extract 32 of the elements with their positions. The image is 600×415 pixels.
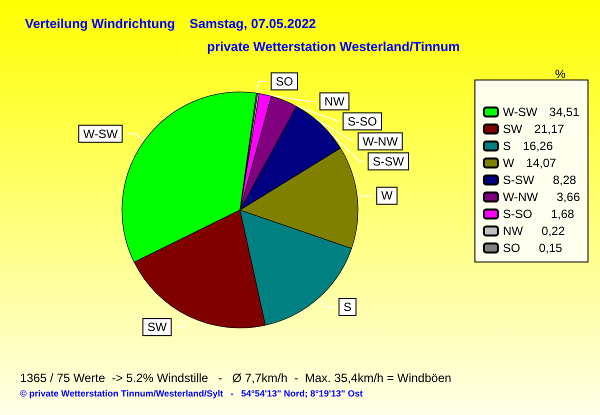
slice-label: SW xyxy=(147,320,168,334)
legend-label: SO xyxy=(502,241,520,255)
slice-label: W-NW xyxy=(362,134,398,148)
data-label: 3,66 xyxy=(556,190,580,204)
slice-label: W-SW xyxy=(83,126,118,141)
legend-label: NW xyxy=(502,224,524,238)
legend-label: S xyxy=(502,139,511,153)
slice-label: S-SW xyxy=(372,154,405,168)
legend-label: SW xyxy=(502,122,523,136)
data-label: 14,07 xyxy=(526,156,557,170)
text: © private Wetterstation Tinnum/Westerland/Sylt - 54°54'13" Nord; 8°19'13" Ost xyxy=(20,388,363,398)
chart-title: Verteilung Windrichtung Samstag, 07.05.2022 xyxy=(25,16,316,31)
legend-label: S-SW xyxy=(502,173,535,187)
legend-label: W-NW xyxy=(502,190,539,204)
data-label: 0,15 xyxy=(538,241,563,255)
data-label: 8,28 xyxy=(552,173,577,187)
data-label: 0,22 xyxy=(542,224,566,238)
legend-label: W xyxy=(502,156,515,170)
slice-label: SO xyxy=(276,74,294,88)
data-label: 16,26 xyxy=(522,139,554,153)
data-label: 1,68 xyxy=(550,207,575,221)
legend-label: W-SW xyxy=(502,105,538,119)
slice-label: NW xyxy=(324,94,346,108)
legend-title: % xyxy=(555,67,566,81)
data-label: 34,51 xyxy=(549,105,580,119)
slice-label: S-SO xyxy=(348,114,377,128)
data-label: 21,17 xyxy=(534,122,565,136)
chart-subtitle: private Wetterstation Westerland/Tinnum xyxy=(207,39,460,54)
slice-label: W xyxy=(381,188,394,203)
text: 1365 / 75 Werte -> 5.2% Windstille - Ø 7,7km/h - Max. 35,4km/h = Windböen xyxy=(20,371,452,385)
slice-label: S xyxy=(344,300,352,314)
legend-label: S-SO xyxy=(502,207,532,221)
